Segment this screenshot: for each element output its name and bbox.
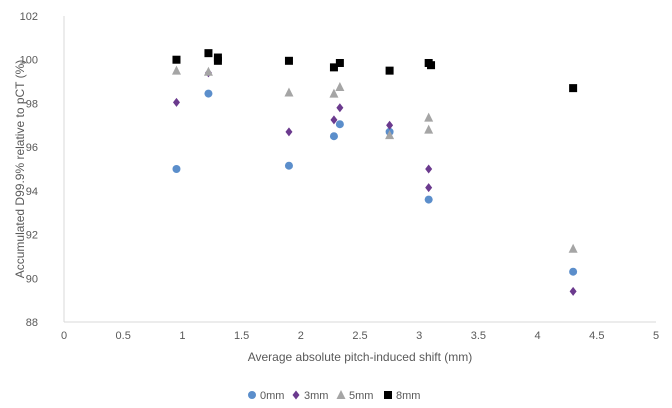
y-tick-label: 100 <box>20 55 38 67</box>
series-8mm <box>172 49 578 93</box>
legend-label: 5mm <box>349 390 373 402</box>
y-tick-label: 94 <box>26 186 38 198</box>
axes <box>63 16 656 323</box>
data-point-triangle <box>203 66 213 76</box>
legend-label: 3mm <box>304 390 328 402</box>
y-tick-label: 102 <box>20 11 38 23</box>
series-0mm <box>172 89 578 276</box>
y-axis-title: Accumulated D99.9% relative to pCT (%) <box>13 60 27 279</box>
x-tick-label: 5 <box>653 330 659 342</box>
x-tick-label: 3 <box>416 330 422 342</box>
data-point-circle <box>284 161 293 170</box>
data-point-square <box>385 66 394 75</box>
data-point-diamond <box>425 164 433 174</box>
data-point-triangle <box>424 124 434 134</box>
data-points <box>171 49 578 296</box>
data-point-diamond <box>285 127 293 137</box>
series-3mm <box>172 68 577 296</box>
y-tick-label: 88 <box>26 317 38 329</box>
legend-marker-circle <box>248 391 256 399</box>
data-point-square <box>427 61 436 70</box>
legend-marker-triangle <box>336 390 346 399</box>
data-point-square <box>284 56 293 65</box>
y-tick-label: 98 <box>26 98 38 110</box>
data-point-square <box>213 56 222 65</box>
data-point-triangle <box>424 112 434 122</box>
x-tick-label: 2.5 <box>352 330 367 342</box>
data-point-diamond <box>569 286 577 296</box>
x-tick-label: 1 <box>179 330 185 342</box>
data-point-triangle <box>329 88 339 98</box>
y-tick-label: 90 <box>26 273 38 285</box>
data-point-diamond <box>172 97 180 107</box>
data-point-diamond <box>386 120 394 130</box>
x-tick-label: 4.5 <box>589 330 604 342</box>
data-point-circle <box>335 120 344 129</box>
legend-marker-square <box>384 391 392 399</box>
series-5mm <box>171 65 578 253</box>
data-point-square <box>172 55 181 64</box>
data-point-diamond <box>425 183 433 193</box>
data-point-square <box>569 84 578 93</box>
x-axis-title: Average absolute pitch-induced shift (mm… <box>248 350 473 364</box>
tick-labels: 0 0.5 1 1.5 2 2.5 3 3.5 4 4.5 5 88 90 92 94 96 98 100 102 <box>20 11 659 342</box>
data-point-triangle <box>335 82 345 92</box>
data-point-circle <box>569 267 578 276</box>
data-point-triangle <box>568 243 578 253</box>
data-point-square <box>335 58 344 67</box>
data-point-square <box>204 49 213 58</box>
data-point-triangle <box>171 65 181 75</box>
data-point-circle <box>424 195 433 204</box>
data-point-circle <box>329 132 338 141</box>
y-tick-label: 96 <box>26 142 38 154</box>
legend-label: 0mm <box>260 390 284 402</box>
data-point-triangle <box>385 130 395 140</box>
x-tick-label: 2 <box>298 330 304 342</box>
data-point-diamond <box>330 115 338 125</box>
y-tick-label: 92 <box>26 230 38 242</box>
data-point-diamond <box>336 103 344 113</box>
legend-marker-diamond <box>292 390 300 400</box>
data-point-circle <box>172 165 181 173</box>
legend: 0mm 3mm 5mm 8mm <box>248 390 420 402</box>
x-tick-label: 0.5 <box>116 330 131 342</box>
legend-label: 8mm <box>396 390 420 402</box>
x-tick-label: 1.5 <box>234 330 249 342</box>
x-tick-label: 4 <box>535 330 541 342</box>
data-point-circle <box>204 89 213 98</box>
data-point-square <box>329 63 338 72</box>
x-tick-label: 3.5 <box>471 330 486 342</box>
data-point-triangle <box>284 87 294 97</box>
x-tick-label: 0 <box>61 330 67 342</box>
